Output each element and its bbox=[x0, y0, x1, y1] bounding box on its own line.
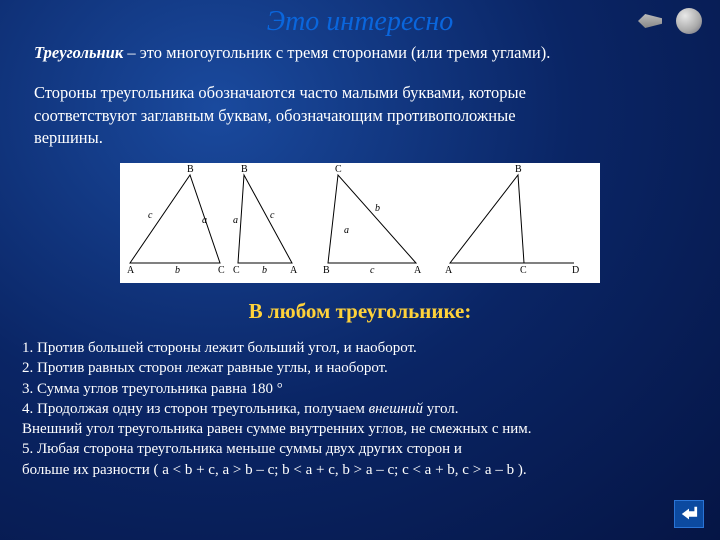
svg-text:c: c bbox=[148, 210, 153, 221]
svg-text:D: D bbox=[572, 265, 579, 276]
decoration-icons bbox=[638, 8, 702, 34]
svg-text:B: B bbox=[241, 164, 248, 175]
intro-text: Треугольник – это многоугольник с тремя … bbox=[0, 38, 720, 149]
moon-icon bbox=[676, 8, 702, 34]
svg-text:C: C bbox=[233, 265, 240, 276]
paragraph-2: Стороны треугольника обозначаются часто … bbox=[34, 82, 686, 149]
svg-text:b: b bbox=[375, 203, 380, 214]
return-arrow-icon bbox=[680, 506, 698, 522]
p2-line2: соответствуют заглавным буквам, обознача… bbox=[34, 105, 686, 127]
svg-text:C: C bbox=[218, 265, 225, 276]
svg-text:C: C bbox=[520, 265, 527, 276]
svg-text:b: b bbox=[262, 265, 267, 276]
triangles-svg: A B C a b c C B A a b c B C A a b c A bbox=[120, 163, 600, 283]
definition-line: Треугольник – это многоугольник с тремя … bbox=[34, 42, 686, 64]
rule-4c: угол. bbox=[423, 401, 459, 417]
svg-text:A: A bbox=[127, 265, 135, 276]
svg-text:c: c bbox=[370, 265, 375, 276]
rule-1: 1. Против большей стороны лежит больший … bbox=[22, 338, 698, 358]
rule-5a: 5. Любая сторона треугольника меньше сум… bbox=[22, 439, 698, 459]
svg-text:B: B bbox=[323, 265, 330, 276]
rule-4-external: внешний bbox=[369, 401, 423, 417]
svg-text:a: a bbox=[202, 215, 207, 226]
term: Треугольник bbox=[34, 43, 123, 62]
svg-text:a: a bbox=[344, 225, 349, 236]
rule-4a: 4. Продолжая одну из сторон треугольника… bbox=[22, 401, 369, 417]
spaceship-icon bbox=[638, 14, 662, 28]
rules-list: 1. Против большей стороны лежит больший … bbox=[0, 324, 720, 480]
section-header: В любом треугольнике: bbox=[0, 299, 720, 324]
svg-text:b: b bbox=[175, 265, 180, 276]
rule-2: 2. Против равных сторон лежат равные угл… bbox=[22, 358, 698, 378]
svg-text:A: A bbox=[445, 265, 453, 276]
svg-text:B: B bbox=[515, 164, 522, 175]
p2-line1: Стороны треугольника обозначаются часто … bbox=[34, 82, 686, 104]
svg-text:c: c bbox=[270, 210, 275, 221]
back-button[interactable] bbox=[674, 500, 704, 528]
p2-line3: вершины. bbox=[34, 127, 686, 149]
svg-text:C: C bbox=[335, 164, 342, 175]
triangles-figure: A B C a b c C B A a b c B C A a b c A bbox=[120, 163, 600, 283]
svg-text:A: A bbox=[290, 265, 298, 276]
svg-text:a: a bbox=[233, 215, 238, 226]
svg-text:B: B bbox=[187, 164, 194, 175]
rule-3: 3. Сумма углов треугольника равна 180 ° bbox=[22, 379, 698, 399]
definition-rest: – это многоугольник с тремя сторонами (и… bbox=[123, 43, 550, 62]
rule-4-cont: Внешний угол треугольника равен сумме вн… bbox=[22, 419, 698, 439]
svg-text:A: A bbox=[414, 265, 422, 276]
page-title: Это интересно bbox=[0, 0, 720, 38]
rule-5b: больше их разности ( a < b + c, a > b – … bbox=[22, 460, 698, 480]
rule-4: 4. Продолжая одну из сторон треугольника… bbox=[22, 399, 698, 419]
